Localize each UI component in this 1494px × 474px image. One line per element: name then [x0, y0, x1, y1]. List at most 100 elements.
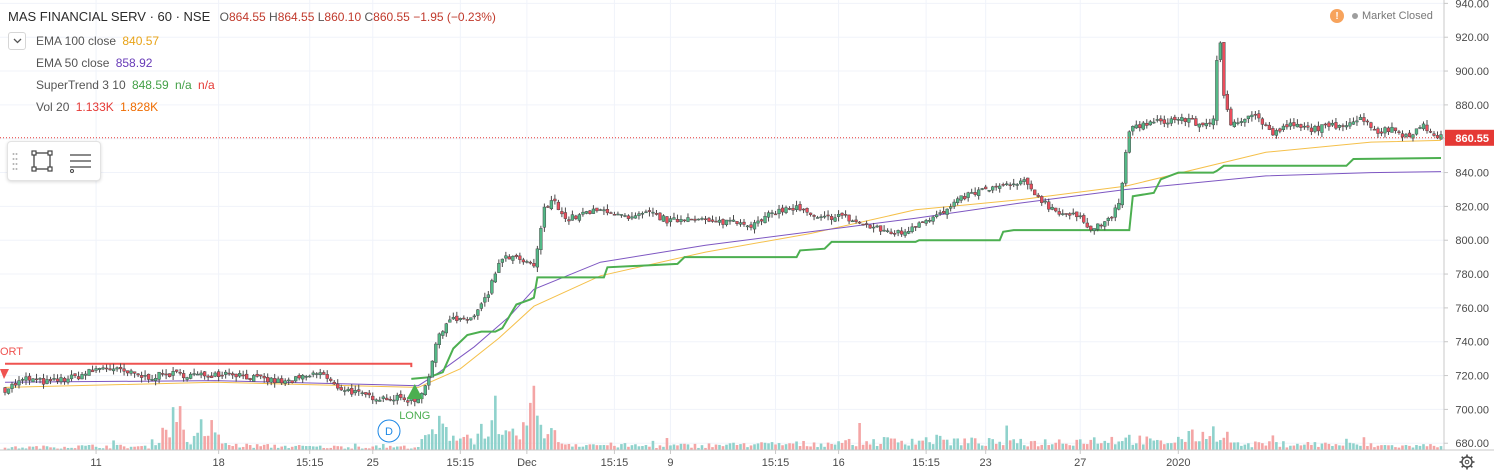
candle-body [581, 211, 585, 215]
candle [350, 383, 354, 397]
volume-bar [721, 446, 725, 450]
candle [966, 191, 970, 202]
open-label: O [219, 10, 229, 24]
candle-body [1229, 108, 1233, 126]
candle-body [1166, 122, 1170, 125]
candle [69, 370, 74, 382]
candle [1197, 123, 1201, 133]
market-status[interactable]: ! Market Closed [1330, 9, 1433, 23]
candle [1404, 132, 1408, 139]
volume-bar [1373, 447, 1376, 450]
candle-body [542, 206, 547, 228]
candle-body [507, 256, 512, 260]
candle-body [682, 219, 687, 222]
candle [346, 386, 350, 393]
candle-body [472, 315, 476, 318]
volume-bar [161, 427, 164, 450]
volume-bar [353, 443, 357, 450]
candle [1295, 119, 1300, 128]
volume-bar [210, 420, 213, 450]
volume-bar [203, 436, 206, 450]
candle [661, 214, 666, 222]
candle-body [504, 255, 508, 259]
volume-bar [739, 444, 742, 450]
candle-body [287, 379, 291, 382]
time-tick-label: 15:15 [762, 457, 790, 469]
candle-body [630, 216, 634, 219]
candle [1316, 121, 1321, 136]
candle-body [167, 373, 172, 377]
candle-body [1127, 131, 1131, 153]
candle [686, 213, 690, 223]
candle-body [1148, 121, 1152, 126]
volume-bar [760, 442, 763, 450]
volume-bar [483, 438, 487, 450]
candle [455, 311, 459, 324]
candle-body [647, 210, 652, 212]
candle [1173, 114, 1177, 124]
candle [1222, 42, 1226, 99]
volume-bar [1303, 444, 1306, 450]
indicator-legend-row[interactable]: EMA 100 close 840.57 [36, 33, 159, 49]
candle [1138, 121, 1142, 132]
volume-bar [935, 434, 938, 450]
candle [55, 374, 60, 385]
volume-bars [3, 385, 1443, 450]
volume-bar [325, 448, 329, 450]
volume-bar [24, 448, 28, 450]
gear-icon[interactable] [1459, 454, 1475, 470]
candle-body [1376, 128, 1380, 134]
volume-bar [676, 445, 679, 450]
volume-bar [315, 446, 319, 450]
candle-body [668, 218, 673, 223]
time-axis[interactable]: 11 18 15:15 25 15:15 Dec 15:15 9 15:15 16 15:15 23 2… [0, 449, 1494, 474]
candle [27, 373, 32, 385]
candle-body [728, 219, 732, 222]
rectangle-tool-icon[interactable] [28, 147, 56, 175]
candle [118, 363, 123, 373]
volume-bar [588, 444, 592, 450]
volume-bar [1026, 446, 1030, 450]
candle-body [1106, 217, 1110, 221]
candle [1376, 126, 1380, 138]
candle [752, 219, 757, 234]
market-status-label: Market Closed [1362, 10, 1433, 22]
volume-bar [1099, 443, 1103, 450]
indicator-legend-row[interactable]: Vol 20 1.133K 1.828K [36, 99, 158, 115]
volume-bar [1036, 446, 1040, 450]
candle-body [1012, 183, 1016, 186]
candle-body [815, 217, 820, 219]
hamburger-menu-icon[interactable] [66, 147, 94, 175]
chevron-down-icon[interactable] [8, 32, 26, 50]
volume-bar [837, 441, 840, 450]
candle [1012, 178, 1016, 188]
price-axis[interactable]: 940.00920.00900.00880.00860.00840.00820.… [1443, 0, 1494, 474]
candle [97, 367, 102, 373]
candle-body [339, 387, 343, 391]
candle [41, 373, 46, 389]
indicator-legend-row[interactable]: SuperTrend 3 10 848.59 n/a n/a [36, 77, 215, 93]
candle-body [623, 215, 627, 217]
volume-bar [1008, 440, 1012, 450]
info-badge[interactable]: ! [1330, 9, 1344, 23]
volume-bar [539, 424, 543, 450]
drag-handle-icon[interactable] [12, 151, 18, 171]
volume-bar [1408, 445, 1411, 450]
candle-body [360, 392, 364, 395]
indicator-legend-row[interactable]: EMA 50 close 858.92 [36, 55, 152, 71]
volume-bar [564, 444, 567, 450]
candle-body [756, 220, 760, 224]
volume-bar [1047, 445, 1051, 450]
candle-body [125, 370, 130, 374]
volume-bar [339, 446, 343, 450]
price-tick-label: 880.00 [1455, 100, 1489, 112]
candle [434, 342, 438, 368]
candle [546, 205, 550, 208]
candle-body [749, 224, 753, 228]
candle [111, 363, 116, 375]
volume-bar [294, 445, 298, 450]
candle-body [991, 186, 995, 191]
supertrend-down-line [5, 362, 413, 368]
candle [567, 216, 571, 225]
